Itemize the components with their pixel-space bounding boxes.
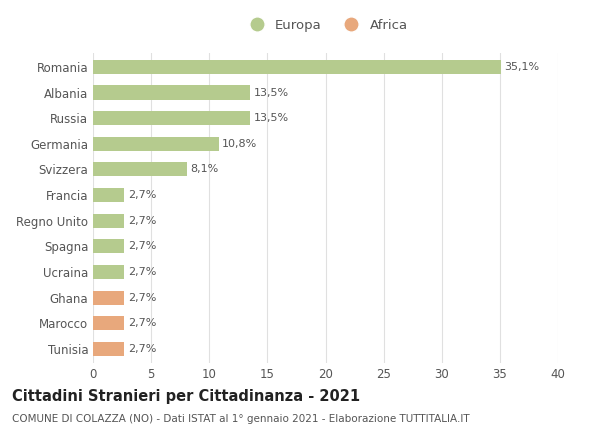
Bar <box>93 85 250 99</box>
Bar <box>93 60 501 74</box>
Bar <box>93 137 218 151</box>
Text: 2,7%: 2,7% <box>128 318 156 328</box>
Bar <box>93 239 124 253</box>
Text: 8,1%: 8,1% <box>191 165 219 174</box>
Text: 13,5%: 13,5% <box>253 88 289 98</box>
Text: 2,7%: 2,7% <box>128 190 156 200</box>
Text: 13,5%: 13,5% <box>253 113 289 123</box>
Bar <box>93 162 187 176</box>
Text: 2,7%: 2,7% <box>128 293 156 303</box>
Text: 35,1%: 35,1% <box>505 62 539 72</box>
Bar <box>93 188 124 202</box>
Text: COMUNE DI COLAZZA (NO) - Dati ISTAT al 1° gennaio 2021 - Elaborazione TUTTITALIA: COMUNE DI COLAZZA (NO) - Dati ISTAT al 1… <box>12 414 470 424</box>
Legend: Europa, Africa: Europa, Africa <box>244 19 407 32</box>
Text: 10,8%: 10,8% <box>222 139 257 149</box>
Text: 2,7%: 2,7% <box>128 216 156 226</box>
Bar <box>93 316 124 330</box>
Text: Cittadini Stranieri per Cittadinanza - 2021: Cittadini Stranieri per Cittadinanza - 2… <box>12 389 360 404</box>
Bar <box>93 111 250 125</box>
Bar <box>93 214 124 228</box>
Text: 2,7%: 2,7% <box>128 267 156 277</box>
Text: 2,7%: 2,7% <box>128 344 156 354</box>
Bar <box>93 290 124 304</box>
Text: 2,7%: 2,7% <box>128 242 156 251</box>
Bar <box>93 265 124 279</box>
Bar <box>93 342 124 356</box>
